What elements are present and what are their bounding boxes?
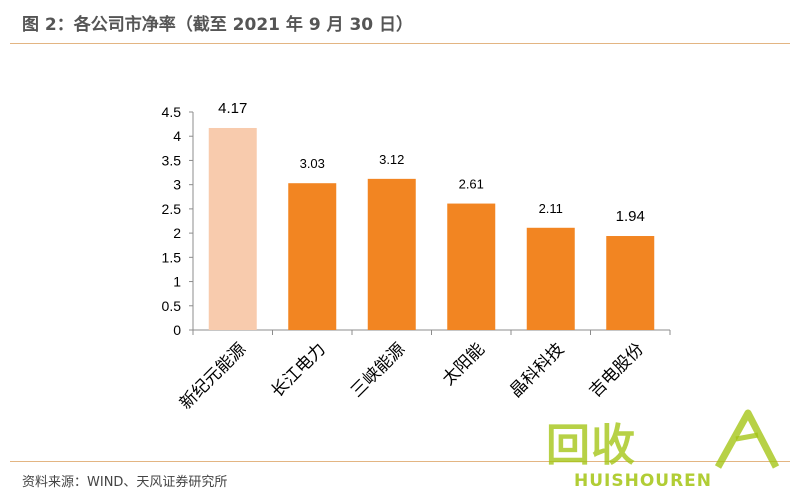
y-tick-label: 0.5 <box>162 298 182 314</box>
watermark-sub: HUISHOUREN <box>574 471 713 491</box>
y-tick-label: 1 <box>173 274 181 290</box>
y-tick-label: 3 <box>173 177 181 193</box>
data-label: 3.03 <box>300 156 325 171</box>
category-label: 新纪元能源 <box>176 339 250 413</box>
category-label: 晶科科技 <box>506 339 568 401</box>
bar <box>208 127 257 330</box>
bar <box>288 183 337 330</box>
top-divider <box>10 43 790 44</box>
data-label: 3.12 <box>379 152 404 167</box>
category-label: 太阳能 <box>439 339 489 389</box>
bar <box>526 227 575 330</box>
y-tick-label: 3.5 <box>162 152 182 168</box>
data-label: 2.61 <box>459 177 484 192</box>
y-tick-label: 1.5 <box>162 249 182 265</box>
watermark-brand: 回收 <box>546 420 636 471</box>
data-label: 2.11 <box>539 201 563 216</box>
category-label: 三峡能源 <box>347 339 409 401</box>
bar <box>447 203 496 330</box>
bottom-divider <box>10 461 790 462</box>
source-note: 资料来源：WIND、天风证券研究所 <box>22 475 228 490</box>
bar <box>606 236 655 330</box>
bar <box>367 178 416 330</box>
y-tick-label: 2 <box>173 225 181 241</box>
y-tick-label: 2.5 <box>162 201 182 217</box>
data-label: 1.94 <box>616 208 645 225</box>
y-tick-label: 4 <box>173 128 181 144</box>
page-title: 图 2：各公司市净率（截至 2021 年 9 月 30 日） <box>22 15 414 35</box>
watermark-logo: 回收 HUISHOUREN <box>540 405 800 500</box>
data-label: 4.17 <box>218 100 247 117</box>
y-tick-label: 0 <box>173 322 181 338</box>
category-label: 长江电力 <box>268 339 330 401</box>
category-label: 吉电股份 <box>586 339 648 401</box>
watermark-person-icon <box>714 409 780 469</box>
y-tick-label: 4.5 <box>162 104 182 120</box>
